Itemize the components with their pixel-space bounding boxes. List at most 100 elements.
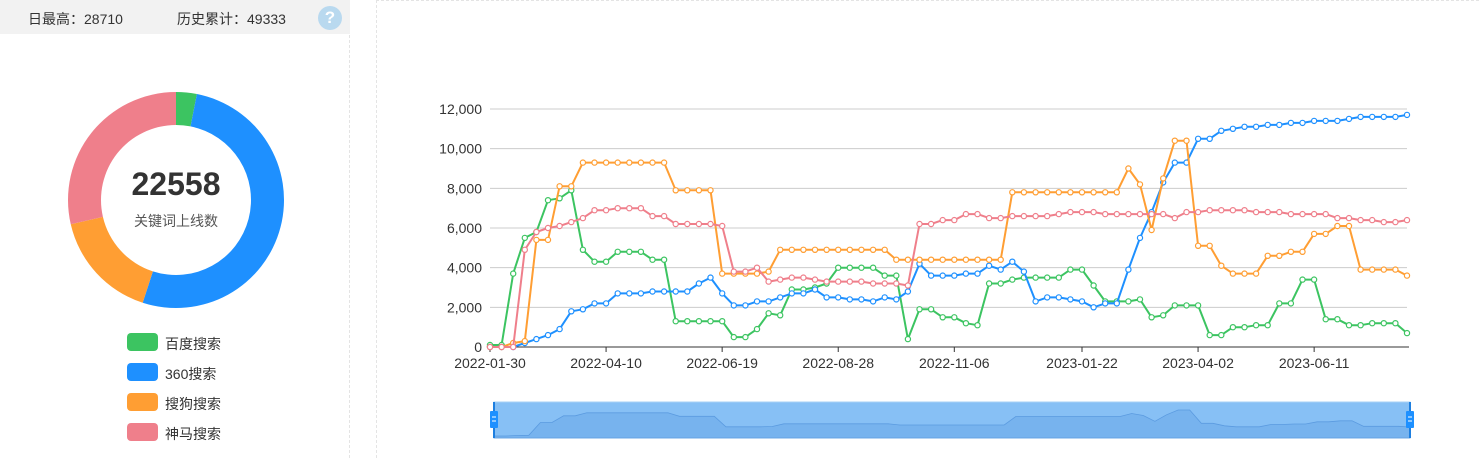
data-point[interactable] [602, 206, 610, 214]
data-point[interactable] [544, 196, 552, 204]
data-point[interactable] [1276, 208, 1283, 216]
data-point[interactable] [1252, 270, 1260, 277]
data-point[interactable] [637, 290, 645, 297]
data-point[interactable] [1334, 214, 1341, 222]
data-point[interactable] [788, 246, 795, 253]
data-point[interactable] [985, 214, 993, 222]
data-point[interactable] [1287, 248, 1295, 255]
data-point[interactable] [730, 302, 737, 309]
data-point[interactable] [1136, 210, 1144, 218]
data-point[interactable] [939, 272, 946, 279]
data-point[interactable] [568, 308, 575, 315]
data-point[interactable] [1357, 322, 1364, 329]
data-point[interactable] [765, 310, 772, 317]
data-point[interactable] [1125, 165, 1132, 172]
data-point[interactable] [997, 256, 1004, 263]
donut-slice-1[interactable] [142, 94, 285, 308]
data-point[interactable] [719, 270, 726, 277]
data-point[interactable] [1136, 296, 1144, 303]
data-point[interactable] [800, 290, 807, 297]
data-point[interactable] [1044, 189, 1051, 196]
data-point[interactable] [1160, 210, 1167, 218]
data-point[interactable] [1032, 274, 1039, 281]
data-point[interactable] [695, 280, 703, 287]
data-point[interactable] [1264, 121, 1271, 129]
data-point[interactable] [1380, 320, 1388, 327]
data-point[interactable] [742, 333, 749, 341]
data-point[interactable] [1380, 113, 1388, 121]
data-point[interactable] [1252, 208, 1260, 216]
data-point[interactable] [1229, 206, 1237, 214]
data-point[interactable] [591, 258, 598, 265]
data-point[interactable] [1102, 189, 1109, 196]
data-point[interactable] [1345, 115, 1353, 123]
data-point[interactable] [777, 246, 784, 253]
data-point[interactable] [649, 288, 656, 295]
data-point[interactable] [602, 159, 610, 166]
data-point[interactable] [1090, 208, 1097, 216]
data-point[interactable] [1148, 210, 1155, 218]
donut-slice-0[interactable] [176, 92, 197, 127]
data-point[interactable] [1345, 222, 1353, 230]
question-circle-icon[interactable]: ? [318, 6, 342, 30]
data-point[interactable] [649, 159, 656, 166]
data-point[interactable] [1183, 137, 1190, 144]
data-point[interactable] [1403, 329, 1411, 337]
data-point[interactable] [1067, 208, 1074, 216]
data-point[interactable] [695, 187, 703, 194]
data-point[interactable] [1287, 119, 1295, 127]
data-point[interactable] [1299, 276, 1306, 283]
data-point[interactable] [695, 220, 703, 228]
data-point[interactable] [1171, 137, 1179, 144]
data-point[interactable] [893, 296, 900, 303]
data-point[interactable] [893, 256, 900, 263]
data-point[interactable] [649, 256, 656, 263]
data-point[interactable] [1403, 111, 1411, 119]
data-point[interactable] [1078, 298, 1086, 305]
data-point[interactable] [672, 318, 679, 325]
data-point[interactable] [939, 256, 946, 263]
data-point[interactable] [1148, 226, 1155, 234]
data-point[interactable] [1206, 135, 1213, 142]
data-point[interactable] [881, 280, 888, 287]
data-point[interactable] [556, 222, 563, 230]
data-point[interactable] [544, 331, 552, 339]
data-point[interactable] [1183, 208, 1190, 216]
data-point[interactable] [1218, 206, 1225, 214]
data-point[interactable] [556, 325, 563, 333]
data-point[interactable] [649, 212, 656, 220]
data-point[interactable] [951, 272, 958, 279]
data-point[interactable] [1241, 324, 1248, 331]
data-point[interactable] [974, 322, 981, 329]
data-point[interactable] [1310, 117, 1318, 125]
data-point[interactable] [521, 337, 528, 345]
data-point[interactable] [985, 256, 993, 263]
data-point[interactable] [1241, 270, 1248, 277]
data-point[interactable] [1136, 234, 1144, 242]
data-point[interactable] [1055, 274, 1063, 281]
data-point[interactable] [858, 296, 865, 303]
data-point[interactable] [1357, 266, 1364, 273]
data-point[interactable] [637, 159, 645, 166]
data-point[interactable] [893, 272, 900, 279]
data-point[interactable] [927, 306, 935, 313]
data-point[interactable] [1090, 304, 1097, 311]
data-point[interactable] [1287, 300, 1295, 307]
data-point[interactable] [533, 236, 540, 244]
data-point[interactable] [753, 298, 761, 305]
data-point[interactable] [1334, 316, 1341, 323]
data-point[interactable] [1403, 216, 1411, 224]
donut-slice-2[interactable] [70, 216, 153, 303]
data-point[interactable] [672, 220, 679, 228]
data-point[interactable] [753, 264, 761, 271]
data-point[interactable] [1276, 300, 1283, 307]
data-point[interactable] [1322, 230, 1329, 238]
data-point[interactable] [509, 343, 517, 351]
data-point[interactable] [1055, 189, 1063, 196]
data-point[interactable] [904, 256, 912, 263]
data-point[interactable] [858, 246, 865, 253]
data-point[interactable] [1125, 210, 1132, 218]
data-point[interactable] [637, 248, 645, 255]
data-point[interactable] [1160, 312, 1167, 319]
data-point[interactable] [788, 290, 795, 297]
